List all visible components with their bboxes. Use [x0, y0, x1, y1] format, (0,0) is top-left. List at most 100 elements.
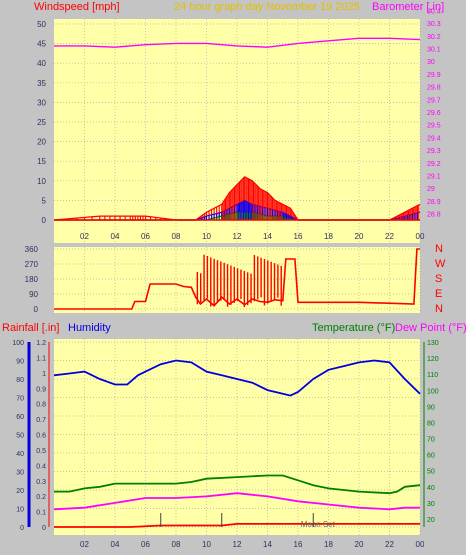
direction-y-tick-label: 0 — [34, 305, 39, 314]
temperature-y-tick-label: 120 — [427, 356, 439, 363]
rainfall-y-tick-label: 0.6 — [36, 433, 46, 440]
baro-y-tick-label: 29.9 — [427, 72, 441, 79]
rainfall-y-tick-label: 0.9 — [36, 386, 46, 393]
humidity-y-tick-label: 10 — [16, 507, 24, 514]
rainfall-y-tick-label: 0.2 — [36, 494, 46, 501]
compass-label: N — [435, 243, 443, 255]
direction-y-tick-label: 90 — [29, 290, 38, 299]
baro-y-tick-label: 29 — [427, 186, 435, 193]
humidity-y-tick-label: 70 — [16, 396, 24, 403]
x-tick-label: 14 — [263, 232, 272, 241]
humidity-y-tick-label: 40 — [16, 451, 24, 458]
temperature-y-tick-label: 110 — [427, 372, 438, 379]
x-tick-label: 18 — [324, 232, 333, 241]
rainfall-y-tick-label: 1.1 — [36, 355, 46, 362]
x-tick-label: 06 — [141, 540, 150, 549]
temperature-y-tick-label: 70 — [427, 437, 435, 444]
x-tick-label: 04 — [111, 540, 120, 549]
baro-y-tick-label: 28.8 — [427, 212, 441, 219]
rainfall-y-tick-label: 0.8 — [36, 402, 46, 409]
rainfall-y-tick-label: 1 — [42, 371, 46, 378]
wind-y-tick-label: 0 — [42, 216, 47, 225]
x-tick-label: 10 — [202, 540, 211, 549]
direction-y-tick-label: 180 — [25, 275, 39, 284]
wind-y-tick-label: 25 — [37, 118, 46, 127]
compass-label: S — [435, 273, 442, 285]
wind-y-tick-label: 35 — [37, 79, 46, 88]
baro-y-tick-label: 30 — [427, 59, 435, 66]
baro-y-tick-label: 30.3 — [427, 21, 441, 28]
dewpoint-axis-label: Dew Point (°F) — [395, 322, 466, 334]
humidity-y-tick-label: 20 — [16, 488, 24, 495]
baro-y-tick-label: 29.4 — [427, 135, 441, 142]
x-tick-label: 16 — [294, 540, 303, 549]
rainfall-axis-label: Rainfall [.in] — [2, 322, 59, 334]
windspeed-axis-label: Windspeed [mph] — [34, 1, 120, 13]
baro-y-tick-label: 29.1 — [427, 174, 441, 181]
baro-y-tick-label: 29.3 — [427, 148, 441, 155]
x-tick-label: 04 — [111, 232, 120, 241]
x-tick-label: 14 — [263, 540, 272, 549]
x-tick-label: 16 — [294, 232, 303, 241]
temperature-y-tick-label: 30 — [427, 501, 435, 508]
wind-y-tick-label: 20 — [37, 138, 46, 147]
barometer-axis-label: Barometer [.in] — [372, 1, 444, 13]
humidity-axis-label: Humidity — [68, 322, 111, 334]
humidity-y-tick-label: 80 — [16, 377, 24, 384]
x-tick-label: 20 — [355, 232, 364, 241]
wind-y-tick-label: 15 — [37, 157, 46, 166]
x-tick-label: 18 — [324, 540, 333, 549]
compass-label: E — [435, 288, 442, 300]
wind-series-barometer — [54, 37, 421, 48]
wind-y-tick-label: 30 — [37, 98, 46, 107]
wind-y-tick-label: 40 — [37, 59, 46, 68]
temperature-y-tick-label: 50 — [427, 469, 435, 476]
temperature-y-tick-label: 60 — [427, 453, 435, 460]
rainfall-y-tick-label: 0.7 — [36, 417, 46, 424]
compass-label: N — [435, 303, 443, 315]
x-tick-label: 08 — [172, 232, 181, 241]
series-rainfall — [54, 523, 420, 528]
wind-y-tick-label: 45 — [37, 40, 46, 49]
wind-y-tick-label: 50 — [37, 20, 46, 29]
humidity-y-tick-label: 90 — [16, 359, 24, 366]
wind-y-tick-label: 10 — [37, 177, 46, 186]
x-tick-label: 00 — [416, 232, 425, 241]
humidity-y-tick-label: 30 — [16, 470, 24, 477]
temperature-y-tick-label: 90 — [427, 404, 435, 411]
graph-title: 24 hour graph day November 19 2025 — [174, 1, 360, 13]
moon-set-label: Moon Set — [301, 520, 336, 529]
x-tick-label: 12 — [233, 540, 242, 549]
baro-y-tick-label: 29.5 — [427, 123, 441, 130]
humidity-y-tick-label: 0 — [20, 525, 24, 532]
humidity-y-tick-label: 50 — [16, 433, 24, 440]
temperature-y-tick-label: 100 — [427, 388, 439, 395]
baro-y-tick-label: 29.8 — [427, 85, 441, 92]
temperature-y-tick-label: 80 — [427, 420, 435, 427]
x-tick-label: 02 — [80, 232, 89, 241]
rainfall-y-tick-label: 0.5 — [36, 448, 46, 455]
humidity-y-tick-label: 60 — [16, 414, 24, 421]
series-dew-point — [53, 492, 420, 511]
x-tick-label: 10 — [202, 232, 211, 241]
rainfall-y-tick-label: 1.2 — [36, 340, 46, 347]
humidity-y-tick-label: 100 — [12, 340, 24, 347]
baro-y-tick-label: 30.1 — [427, 46, 441, 53]
baro-y-tick-label: 30.2 — [427, 34, 441, 41]
rainfall-y-tick-label: 0 — [42, 525, 46, 532]
temperature-y-tick-label: 40 — [427, 485, 435, 492]
x-tick-label: 22 — [385, 540, 394, 549]
x-tick-label: 02 — [80, 540, 89, 549]
baro-y-tick-label: 30.4 — [427, 8, 441, 15]
compass-label: W — [435, 258, 446, 270]
series-humidity — [53, 359, 421, 397]
temperature-axis-label: Temperature (°F) — [312, 322, 395, 334]
rainfall-y-tick-label: 0.3 — [36, 479, 46, 486]
baro-y-tick-label: 28.9 — [427, 199, 441, 206]
baro-y-tick-label: 29.7 — [427, 97, 441, 104]
direction-y-tick-label: 270 — [25, 260, 39, 269]
x-tick-label: 08 — [172, 540, 181, 549]
wind-y-tick-label: 5 — [42, 196, 47, 205]
temperature-y-tick-label: 20 — [427, 517, 435, 524]
